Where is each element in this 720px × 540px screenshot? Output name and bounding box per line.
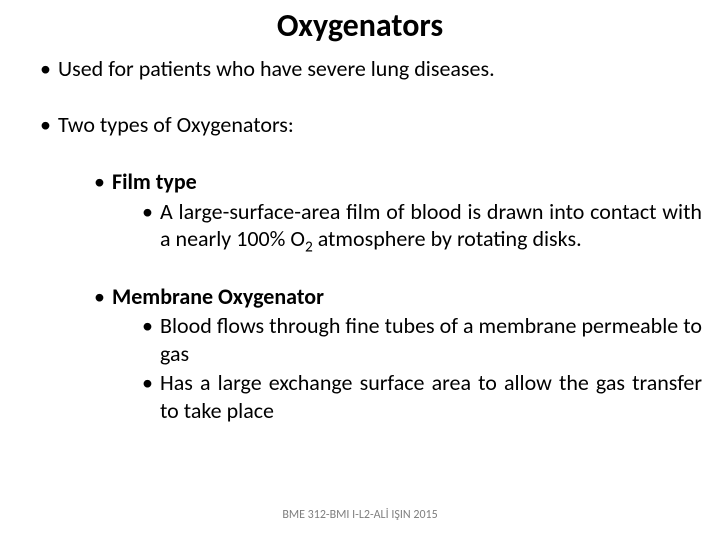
sub-list: Film type A large-surface-area film of b… — [58, 168, 702, 253]
subscript: 2 — [305, 237, 313, 256]
subsub-item: Has a large exchange surface area to all… — [142, 369, 702, 424]
spacer — [58, 253, 702, 281]
bullet-text: Used for patients who have severe lung d… — [58, 55, 495, 82]
sub-item: Film type A large-surface-area film of b… — [94, 168, 702, 253]
footer-text: BME 312-BMI I-L2-ALİ IŞIN 2015 — [0, 508, 720, 522]
slide-title: Oxygenators — [0, 0, 720, 49]
bullet-item: Two types of Oxygenators: Film type A la… — [40, 111, 702, 425]
subsub-item: A large-surface-area film of blood is dr… — [142, 198, 702, 253]
spacer — [58, 138, 702, 166]
sub-heading: Membrane Oxygenator — [112, 283, 324, 310]
subsub-item: Blood flows through fine tubes of a memb… — [142, 312, 702, 367]
subsub-list: A large-surface-area film of blood is dr… — [112, 198, 702, 253]
slide: Oxygenators Used for patients who have s… — [0, 0, 720, 540]
bullet-text: Two types of Oxygenators: — [58, 111, 294, 138]
sub-list: Membrane Oxygenator Blood flows through … — [58, 283, 702, 425]
bullet-list: Used for patients who have severe lung d… — [0, 55, 720, 83]
sub-item: Membrane Oxygenator Blood flows through … — [94, 283, 702, 425]
sub-heading: Film type — [112, 168, 197, 195]
text-part: atmosphere by rotating disks. — [313, 225, 582, 252]
text: Has a large exchange surface area to all… — [160, 369, 702, 424]
spacer — [0, 83, 720, 105]
bullet-item: Used for patients who have severe lung d… — [40, 55, 702, 83]
subsub-list: Blood flows through fine tubes of a memb… — [112, 312, 702, 424]
bullet-list: Two types of Oxygenators: Film type A la… — [0, 111, 720, 425]
text: Blood flows through fine tubes of a memb… — [160, 312, 702, 367]
